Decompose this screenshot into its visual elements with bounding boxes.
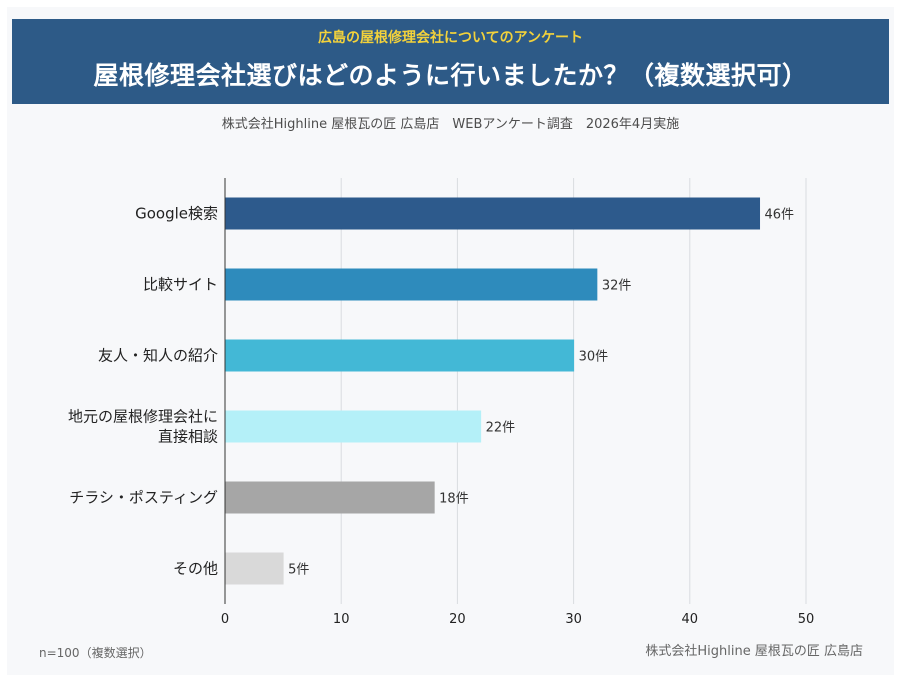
category-label: その他 <box>173 560 218 578</box>
category-label: Google検索 <box>135 205 218 223</box>
x-tick-label: 40 <box>682 612 699 627</box>
data-label: 32件 <box>602 279 632 294</box>
category-label: チラシ・ポスティング <box>69 489 218 507</box>
labels: 0 10 20 30 40 50 46件 Google検索 32件 比較サイト 30件 友人・知人の紹… <box>68 205 814 628</box>
sample-size-note: n=100（複数選択） <box>39 646 152 660</box>
data-label: 46件 <box>765 208 795 223</box>
x-tick-label: 20 <box>449 612 466 627</box>
bar <box>225 410 482 443</box>
grid-lines <box>224 178 807 604</box>
survey-subtitle: 広島の屋根修理会社についてのアンケート <box>317 30 584 46</box>
category-label: 直接相談 <box>158 428 218 446</box>
bar <box>225 268 598 301</box>
data-label: 30件 <box>579 350 609 365</box>
source-line: 株式会社Highline 屋根瓦の匠 広島店 WEBアンケート調査 2026年4… <box>221 117 680 132</box>
bar <box>225 339 575 372</box>
chart-frame: 広島の屋根修理会社についてのアンケート 屋根修理会社選びはどのように行いましたか… <box>7 7 894 675</box>
data-label: 22件 <box>486 421 516 436</box>
bar <box>225 481 435 514</box>
chart-title: 屋根修理会社選びはどのように行いましたか？（複数選択可） <box>93 61 808 90</box>
category-label: 比較サイト <box>143 276 218 294</box>
data-label: 5件 <box>288 563 309 578</box>
category-label: 地元の屋根修理会社に <box>68 408 218 426</box>
data-label: 18件 <box>439 492 469 507</box>
bar <box>225 197 761 230</box>
category-label: 友人・知人の紹介 <box>98 347 218 365</box>
bars <box>225 197 761 585</box>
x-tick-label: 50 <box>798 612 815 627</box>
credit-note: 株式会社Highline 屋根瓦の匠 広島店 <box>645 644 863 659</box>
header-banner: 広島の屋根修理会社についてのアンケート 屋根修理会社選びはどのように行いましたか… <box>12 19 889 104</box>
bar <box>225 552 284 585</box>
x-tick-label: 0 <box>221 612 229 627</box>
x-tick-label: 30 <box>565 612 582 627</box>
x-tick-label: 10 <box>333 612 350 627</box>
